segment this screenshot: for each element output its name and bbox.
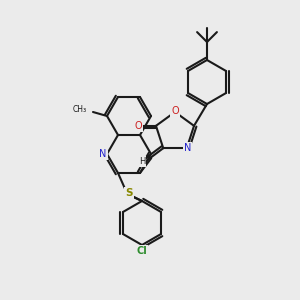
Text: H: H [139, 157, 146, 166]
Text: O: O [171, 106, 179, 116]
Text: N: N [99, 149, 107, 159]
Text: Cl: Cl [136, 246, 147, 256]
Text: S: S [125, 188, 133, 198]
Text: O: O [134, 121, 142, 131]
Text: N: N [184, 143, 191, 153]
Text: CH₃: CH₃ [73, 106, 87, 115]
